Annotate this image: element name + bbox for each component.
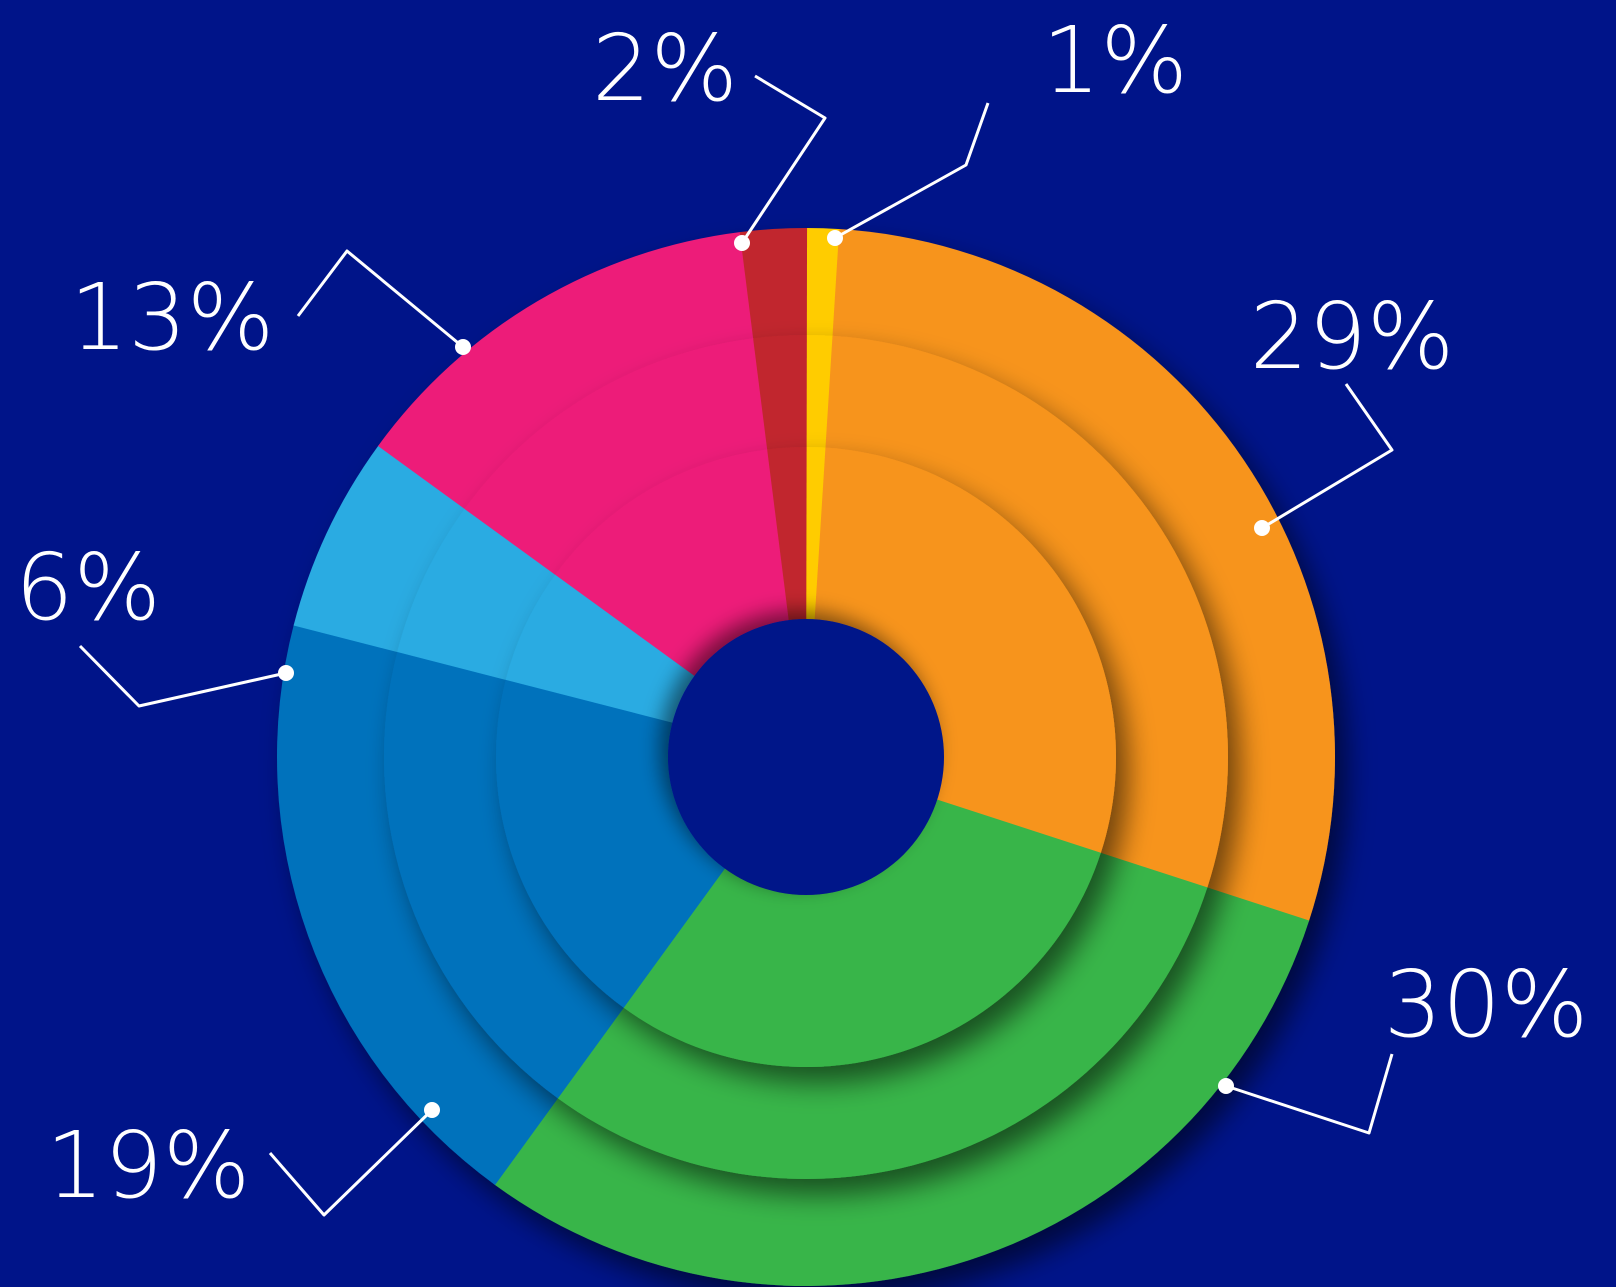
leader-dot-29pct bbox=[1254, 520, 1270, 536]
data-label-19pct: 19% bbox=[46, 1112, 250, 1219]
leader-line-13pct bbox=[296, 249, 464, 349]
donut-center-hole bbox=[668, 619, 944, 895]
data-label-29pct: 29% bbox=[1250, 283, 1454, 390]
data-label-1pct: 1% bbox=[1042, 7, 1188, 114]
data-label-13pct: 13% bbox=[70, 264, 274, 371]
slice-30pct-ring-2 bbox=[623, 757, 1101, 1067]
center-hole-layer bbox=[668, 619, 944, 895]
leader-line-1pct bbox=[834, 102, 990, 240]
leader-line-19pct bbox=[268, 1108, 434, 1217]
leader-line-6pct bbox=[78, 644, 287, 708]
data-labels-layer: 1% 29% 30% 19% 6% 13% 2% bbox=[15, 7, 1588, 1219]
leader-dot-19pct bbox=[424, 1102, 440, 1118]
leader-dot-2pct bbox=[734, 235, 750, 251]
data-label-2pct: 2% bbox=[592, 15, 738, 122]
leader-dot-6pct bbox=[278, 665, 294, 681]
data-label-6pct: 6% bbox=[15, 534, 161, 641]
data-label-30pct: 30% bbox=[1384, 951, 1588, 1058]
leader-dot-1pct bbox=[827, 230, 843, 246]
leader-line-2pct bbox=[740, 74, 827, 244]
leader-line-30pct bbox=[1225, 1053, 1394, 1135]
leader-lines-layer bbox=[78, 74, 1394, 1217]
leader-line-29pct bbox=[1261, 383, 1394, 530]
leader-dot-13pct bbox=[455, 339, 471, 355]
leader-dot-30pct bbox=[1218, 1078, 1234, 1094]
